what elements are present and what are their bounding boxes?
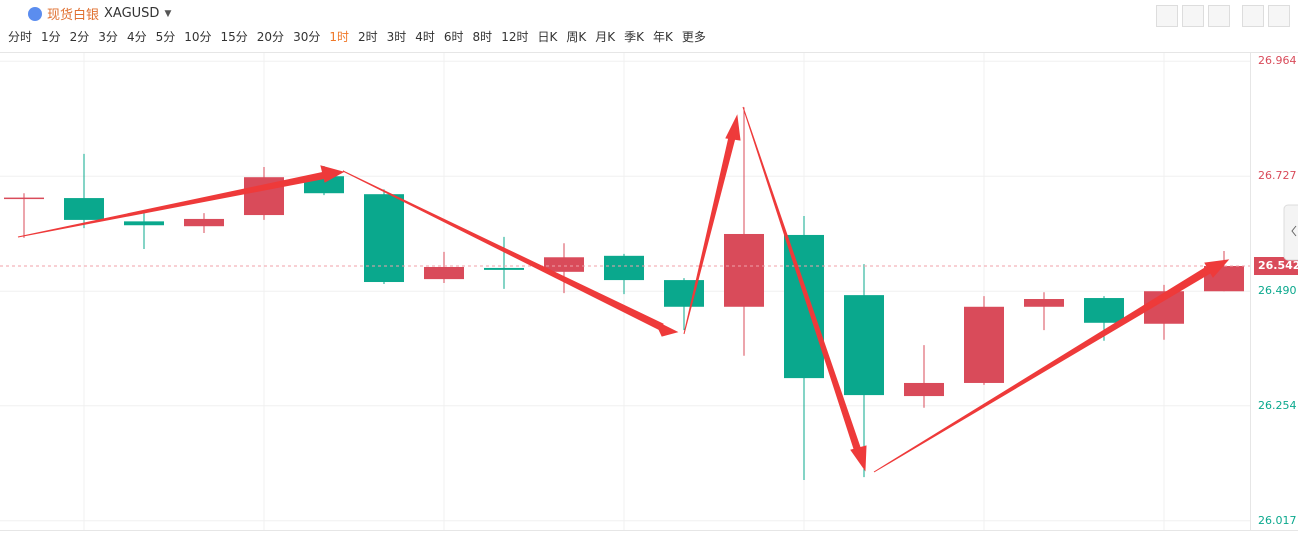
candle-body [484,267,524,270]
period-tabs: 分时 1分 2分 3分 4分 5分 10分 15分 20分 30分 1时 2时 3时 4时 6时 8时 12时日… [8,28,706,45]
price-tag [1254,257,1298,276]
tool-button[interactable] [1156,5,1178,27]
candle-body [904,382,944,397]
symbol-icon [28,6,42,21]
y-tick-label: 26.964 [1258,54,1297,67]
period-tab[interactable]: 1分 [41,30,61,44]
candle-body [964,306,1004,383]
y-tick-label: 26.254 [1258,399,1297,412]
candle-body [1084,298,1124,323]
period-tab[interactable]: 2分 [69,30,90,44]
arrow-head [653,319,679,337]
y-tick-label: 26.017 [1258,514,1297,527]
period-tab[interactable]: 5分 [155,30,176,44]
arrow-head [850,445,867,472]
arrow-head [320,165,345,183]
period-tab[interactable]: 8时 [472,30,493,44]
price-tag-label: 26.542 [1258,259,1298,272]
candle-body [184,218,224,227]
header: 现货白银 XAGUSD ▼ 分时 1分 2分 3分 4分 5分 10分 15分 20分 30分 1时… [0,0,1298,52]
period-tab[interactable]: 季K [624,30,644,44]
candle-body [124,221,164,226]
period-tab[interactable]: 3时 [386,30,407,44]
period-tab[interactable]: 4分 [126,30,147,44]
period-tab[interactable]: 4时 [415,30,435,44]
candle-body [4,197,44,200]
tool-button[interactable] [1182,5,1204,27]
period-tab[interactable]: 年K [652,30,673,44]
candle-body [64,198,104,220]
candle-body [544,257,584,272]
tool-button[interactable] [1242,5,1264,27]
period-tab[interactable]: 15分 [220,30,248,44]
arrow-head [725,114,741,141]
symbol-name: 现货白银 [47,8,100,23]
period-tab[interactable]: 10分 [184,30,212,44]
candle-body [784,234,824,379]
candle-body [664,280,704,307]
period-tab[interactable]: 3分 [98,30,118,44]
arrow-shaft [873,265,1213,473]
collapse-icon [1291,225,1297,237]
period-tab[interactable]: 12时 [501,30,529,44]
collapse-button[interactable] [1283,204,1298,261]
period-tab[interactable]: 日K [537,30,558,44]
period-tab[interactable]: 1时 [329,30,349,44]
period-tab[interactable]: 周K [566,30,587,44]
period-tab[interactable]: 分时 [8,30,33,44]
y-tick-label: 26.727 [1258,169,1297,182]
tool-button[interactable] [1268,5,1290,27]
collapse-tab[interactable] [1283,204,1298,261]
tool-button[interactable] [1208,5,1230,27]
arrow-head [1204,259,1230,278]
period-tab[interactable]: 2时 [357,30,378,44]
annotation-arrows [17,106,1230,473]
dropdown-caret: ▼ [164,8,172,19]
period-tab[interactable]: 更多 [681,30,706,44]
candle-body [364,194,404,283]
period-tab[interactable]: 20分 [256,30,285,44]
period-tab[interactable]: 30分 [293,30,321,44]
toolbar [1156,5,1290,27]
symbol-code: XAGUSD [104,6,160,21]
candle-body [844,295,884,396]
candle-body [604,255,644,281]
symbol[interactable]: 现货白银 XAGUSD ▼ [28,4,171,23]
y-tick-label: 26.490 [1258,284,1297,297]
period-tab[interactable]: 6时 [443,30,464,44]
candle-body [724,233,764,307]
candle-body [424,266,464,280]
period-tab[interactable]: 月K [595,30,616,44]
candle-body [1024,299,1064,307]
